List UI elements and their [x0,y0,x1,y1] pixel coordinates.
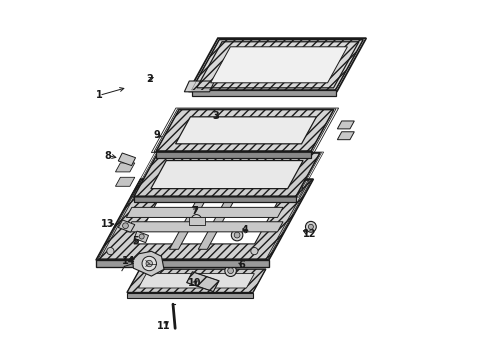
Circle shape [228,268,233,274]
Polygon shape [116,177,135,186]
Text: 3: 3 [212,111,219,121]
Polygon shape [134,195,281,244]
Circle shape [151,184,159,192]
Polygon shape [139,274,254,288]
Text: 11: 11 [157,321,171,331]
Text: 9: 9 [153,130,160,140]
Text: 14: 14 [122,256,136,266]
Polygon shape [189,217,205,225]
Polygon shape [126,222,283,232]
Circle shape [139,234,144,239]
Polygon shape [156,109,334,151]
Circle shape [308,224,314,229]
Polygon shape [337,121,354,129]
Polygon shape [118,220,135,232]
Polygon shape [133,251,164,276]
Circle shape [231,229,243,241]
Polygon shape [187,272,219,292]
Polygon shape [170,190,211,249]
Polygon shape [134,153,320,196]
Text: 1: 1 [96,90,102,100]
Polygon shape [96,260,269,267]
Text: 2: 2 [146,74,153,84]
Polygon shape [116,163,135,172]
Polygon shape [156,151,311,158]
Polygon shape [127,269,266,292]
Text: 6: 6 [238,260,245,270]
Polygon shape [134,196,296,202]
Circle shape [225,265,236,276]
Circle shape [305,221,316,232]
Circle shape [146,260,152,267]
Polygon shape [126,207,283,217]
Text: 5: 5 [132,236,139,246]
Circle shape [192,215,201,225]
Polygon shape [211,47,347,83]
Text: 12: 12 [303,229,317,239]
Polygon shape [192,40,363,90]
Text: 4: 4 [242,225,248,235]
Text: 10: 10 [188,278,201,288]
Polygon shape [184,81,215,92]
Circle shape [251,248,258,255]
Polygon shape [96,179,314,260]
Circle shape [234,232,240,238]
Polygon shape [175,117,317,144]
Polygon shape [118,153,136,166]
Text: 13: 13 [101,219,114,229]
Text: 7: 7 [191,206,198,216]
Polygon shape [198,190,240,249]
Polygon shape [192,90,336,96]
Polygon shape [134,231,148,243]
Polygon shape [127,292,253,297]
Circle shape [295,184,302,192]
Polygon shape [151,161,303,189]
Polygon shape [337,132,354,140]
Circle shape [107,248,114,255]
Circle shape [142,256,156,271]
Text: 8: 8 [105,150,112,161]
Circle shape [122,223,128,229]
